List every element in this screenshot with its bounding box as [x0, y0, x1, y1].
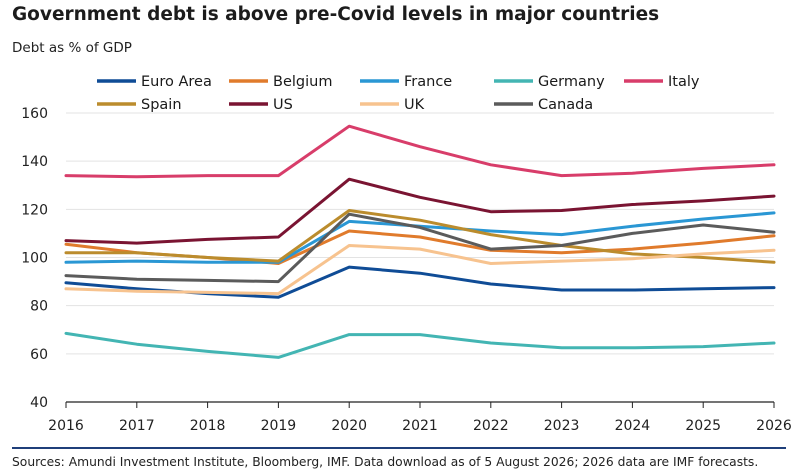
series-line-spain [64, 209, 776, 264]
chart-title: Government debt is above pre-Covid level… [12, 4, 660, 25]
legend-label-canada: Canada [538, 97, 593, 113]
series-line-belgium [64, 229, 776, 265]
series-line-us [64, 177, 776, 245]
series-line-italy [64, 124, 776, 179]
gridlines [66, 112, 774, 355]
x-tick-label: 2021 [402, 418, 438, 434]
y-tick-label: 40 [30, 395, 48, 411]
legend-label-uk: UK [404, 97, 425, 113]
legend-label-italy: Italy [668, 74, 700, 90]
x-tick-label: 2023 [544, 418, 580, 434]
y-tick-label: 120 [21, 202, 48, 218]
y-tick-label: 60 [30, 347, 48, 363]
x-tick-label: 2017 [119, 418, 155, 434]
legend: Euro Area Belgium France Germany Italy Spain U… [97, 74, 700, 113]
y-tick-label: 80 [30, 299, 48, 315]
y-axis-ticks: 40 60 80 100 120 140 160 [21, 106, 48, 411]
source-divider [12, 447, 786, 449]
x-tick-label: 2019 [261, 418, 297, 434]
x-tick-label: 2026 [756, 418, 792, 434]
source-note: Sources: Amundi Investment Institute, Bl… [12, 455, 759, 469]
legend-label-us: US [273, 97, 293, 113]
x-tick-label: 2016 [48, 418, 84, 434]
series-line-germany [64, 331, 776, 359]
x-tick-label: 2018 [190, 418, 226, 434]
y-tick-label: 160 [21, 106, 48, 122]
x-tick-label: 2024 [615, 418, 651, 434]
series-line-uk [64, 244, 776, 296]
legend-label-euro-area: Euro Area [141, 74, 212, 90]
legend-label-belgium: Belgium [273, 74, 332, 90]
y-tick-label: 140 [21, 154, 48, 170]
x-tick-label: 2022 [473, 418, 509, 434]
series-line-canada [64, 212, 776, 284]
legend-label-france: France [404, 74, 452, 90]
x-tick-label: 2025 [685, 418, 721, 434]
x-tick-label: 2020 [331, 418, 367, 434]
chart-subtitle: Debt as % of GDP [12, 40, 132, 56]
x-axis: 2016 2017 2018 2019 2020 2021 2022 2023 2024 2025… [48, 401, 792, 434]
legend-label-germany: Germany [538, 74, 605, 90]
series-lines [64, 124, 776, 359]
y-tick-label: 100 [21, 251, 48, 267]
legend-label-spain: Spain [141, 97, 182, 113]
